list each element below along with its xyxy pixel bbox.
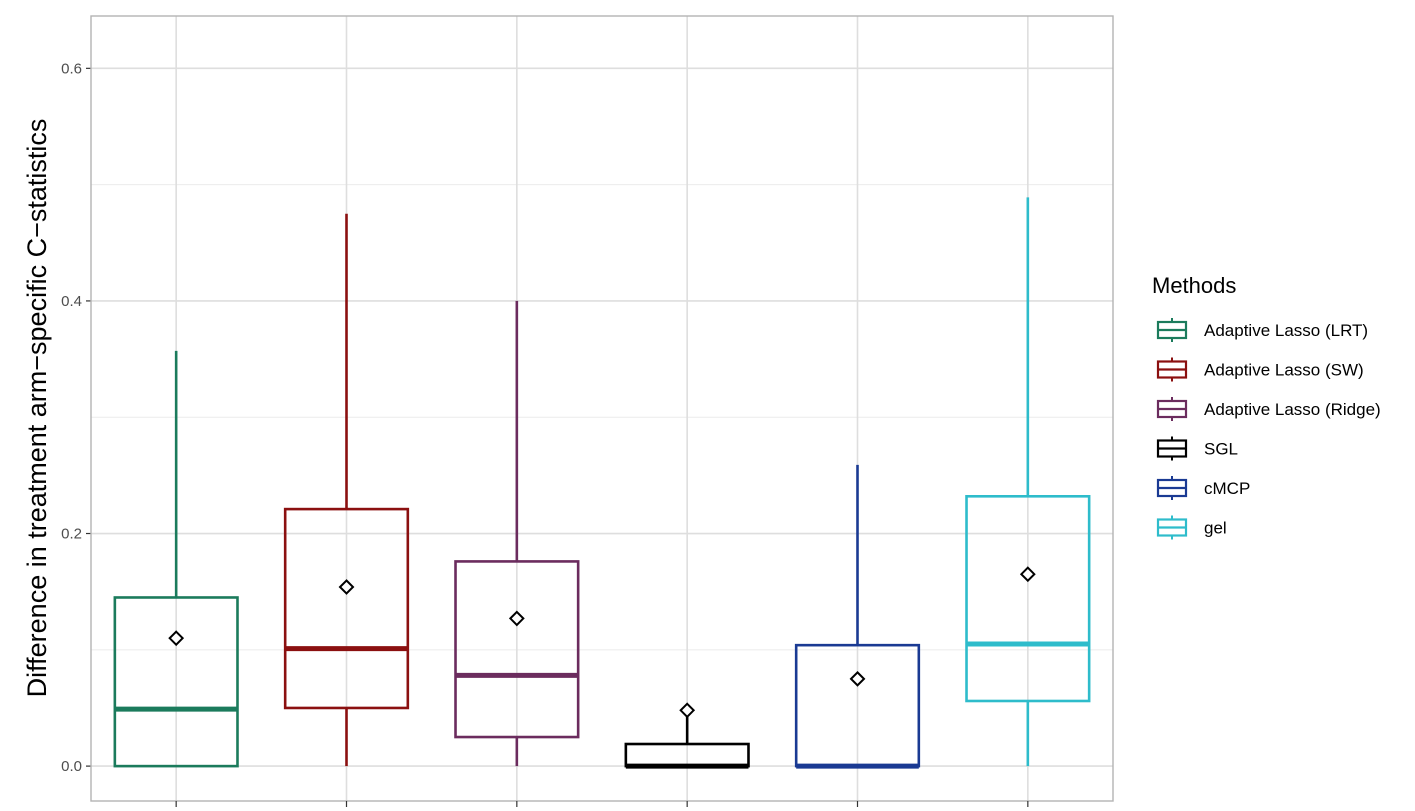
box-adaptive-lasso-sw <box>283 213 410 767</box>
legend-item: Adaptive Lasso (LRT) <box>1156 318 1368 342</box>
box-adaptive-lasso-ridge <box>454 300 580 767</box>
y-axis: 0.0 0.2 0.4 0.6 <box>61 60 91 775</box>
y-tick-label: 0.2 <box>61 526 82 543</box>
box-cmcp <box>794 464 921 769</box>
legend-item: Adaptive Lasso (SW) <box>1156 357 1364 382</box>
box-sgl <box>624 702 750 769</box>
y-axis-title: Difference in treatment arm−specific C−s… <box>22 119 52 698</box>
mean-marker <box>338 579 355 595</box>
iqr-box <box>454 560 580 739</box>
grid <box>91 16 1113 801</box>
legend-item: cMCP <box>1156 476 1250 500</box>
legend-title: Methods <box>1152 273 1236 298</box>
y-tick-label: 0.0 <box>61 758 82 775</box>
iqr-box <box>283 507 410 710</box>
mean-marker <box>1019 566 1036 583</box>
iqr-box <box>965 495 1091 703</box>
legend-label: Adaptive Lasso (Ridge) <box>1204 400 1381 419</box>
legend-label: Adaptive Lasso (LRT) <box>1204 321 1368 340</box>
y-tick-label: 0.6 <box>61 60 82 77</box>
legend-item: Adaptive Lasso (Ridge) <box>1156 397 1381 421</box>
mean-marker <box>679 702 696 719</box>
legend-item: SGL <box>1156 436 1238 461</box>
box-adaptive-lasso-lrt <box>113 350 239 768</box>
mean-marker <box>168 630 185 647</box>
legend-label: Adaptive Lasso (SW) <box>1204 361 1364 380</box>
legend-label: cMCP <box>1204 479 1250 498</box>
mean-marker <box>508 610 525 627</box>
y-tick-label: 0.4 <box>61 293 82 310</box>
x-axis <box>175 801 1029 807</box>
legend: Methods Adaptive Lasso (LRT) Adaptive Las… <box>1152 273 1381 540</box>
legend-label: SGL <box>1204 440 1238 459</box>
box-gel <box>965 197 1091 767</box>
panel-border <box>90 15 1114 802</box>
iqr-box <box>113 596 239 768</box>
legend-label: gel <box>1204 519 1227 538</box>
mean-marker <box>849 670 866 687</box>
legend-item: gel <box>1156 515 1227 540</box>
boxes <box>113 197 1091 769</box>
